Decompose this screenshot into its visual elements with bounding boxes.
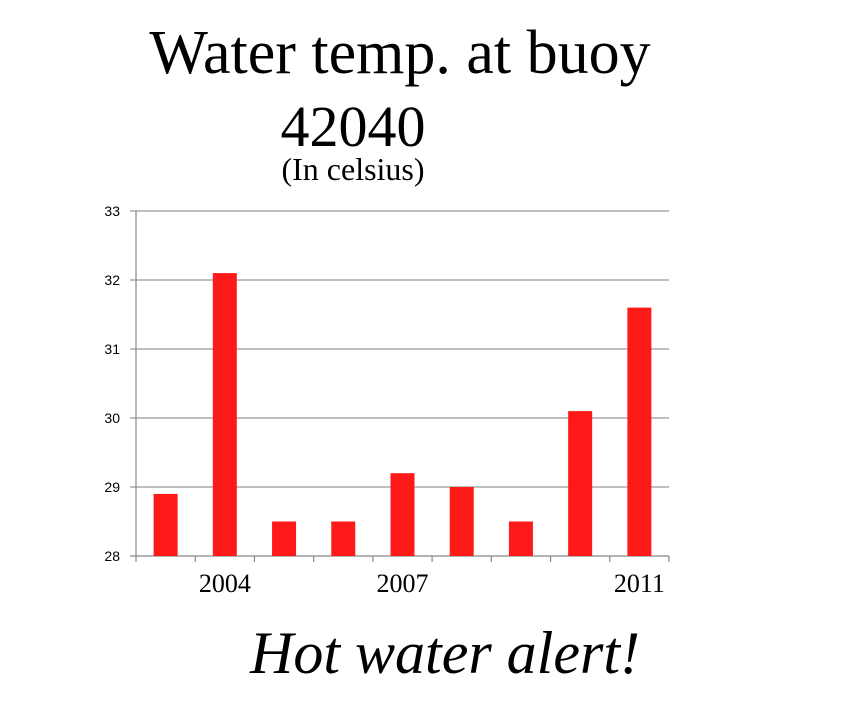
y-tick-label-28: 28 — [104, 548, 120, 564]
y-tick-label-29: 29 — [104, 479, 120, 495]
bar-2008 — [449, 487, 474, 556]
bar-2004 — [212, 273, 237, 556]
bar-2003 — [153, 493, 178, 556]
bar-2007 — [390, 473, 415, 556]
bar-2011 — [627, 307, 652, 556]
bar-2005 — [272, 521, 297, 556]
bar-2006 — [331, 521, 356, 556]
chart-title-line2: 42040 — [280, 94, 426, 159]
alert-text: Hot water alert! — [250, 620, 640, 686]
y-tick-label-31: 31 — [104, 341, 120, 357]
chart-title-line1: Water temp. at buoy — [149, 19, 651, 87]
bar-2009 — [508, 521, 533, 556]
chart-subtitle: (In celsius) — [281, 151, 425, 187]
x-tick-label-2004: 2004 — [199, 569, 251, 598]
x-tick-label-2011: 2011 — [614, 569, 665, 598]
y-tick-label-32: 32 — [104, 272, 120, 288]
bar-2010 — [568, 411, 593, 556]
y-tick-label-33: 33 — [104, 203, 120, 219]
x-tick-label-2007: 2007 — [377, 569, 429, 598]
y-tick-label-30: 30 — [104, 410, 120, 426]
